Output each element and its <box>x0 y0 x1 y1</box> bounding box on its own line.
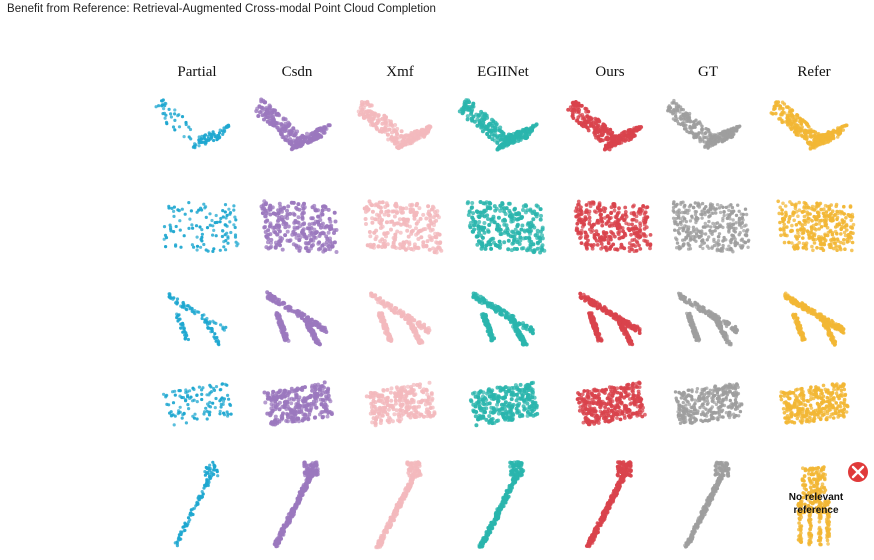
point-cloud-l-shape-table-egiinet <box>457 98 539 152</box>
point-cloud-lamp-refer <box>796 465 832 547</box>
x-mark <box>851 465 865 479</box>
point-cloud-cabinet-egiinet <box>465 200 547 255</box>
point-cloud-l-shape-table-partial <box>154 98 231 150</box>
point-cloud-cabinet-csdn <box>259 199 339 254</box>
point-cloud-folding-chair-ours <box>578 291 642 347</box>
column-label-egiinet: EGIINet <box>477 64 529 80</box>
point-cloud-l-shape-table-csdn <box>254 97 332 152</box>
point-cloud-folding-chair-xmf <box>369 291 432 345</box>
reference-note: No relevant reference <box>789 462 868 516</box>
point-cloud-sofa-xmf <box>364 380 437 428</box>
point-cloud-sofa-partial <box>162 382 233 427</box>
point-cloud-sofa-egiinet <box>468 380 540 428</box>
point-cloud-sofa-csdn <box>262 380 334 427</box>
point-cloud-l-shape-table-refer <box>769 100 849 151</box>
paper-running-header: Benefit from Reference: Retrieval-Augmen… <box>7 3 436 15</box>
point-cloud-lamp-ours <box>584 460 633 549</box>
reference-note-line1: No relevant <box>789 492 844 503</box>
point-cloud-lamp-csdn <box>272 460 320 549</box>
point-cloud-sofa-gt <box>673 382 744 425</box>
column-label-ours: Ours <box>595 64 624 80</box>
point-cloud-cabinet-ours <box>573 199 653 254</box>
point-cloud-lamp-egiinet <box>477 460 526 549</box>
reference-note-line2: reference <box>793 505 838 516</box>
point-cloud-lamp-xmf <box>374 460 423 550</box>
point-cloud-lamp-partial <box>173 460 220 548</box>
point-cloud-l-shape-table-xmf <box>356 99 433 151</box>
point-cloud-l-shape-table-gt <box>666 98 742 150</box>
column-label-gt: GT <box>698 64 718 80</box>
column-label-refer: Refer <box>797 64 830 80</box>
point-cloud-cabinet-xmf <box>362 199 444 255</box>
column-label-partial: Partial <box>177 64 216 80</box>
point-cloud-folding-chair-refer <box>783 291 846 347</box>
point-cloud-cabinet-gt <box>671 200 751 254</box>
point-cloud-cabinet-partial <box>162 201 240 253</box>
point-cloud-sofa-refer <box>779 382 850 425</box>
point-cloud-folding-chair-gt <box>677 291 740 347</box>
point-cloud-lamp-gt <box>683 460 731 549</box>
column-label-csdn: Csdn <box>282 64 313 80</box>
column-label-xmf: Xmf <box>386 64 414 80</box>
point-cloud-folding-chair-partial <box>167 292 228 347</box>
point-cloud-folding-chair-egiinet <box>471 291 535 347</box>
point-cloud-folding-chair-csdn <box>265 290 329 347</box>
point-cloud-l-shape-table-ours <box>566 100 644 152</box>
point-cloud-cabinet-refer <box>776 199 856 253</box>
point-cloud-sofa-ours <box>575 380 647 427</box>
